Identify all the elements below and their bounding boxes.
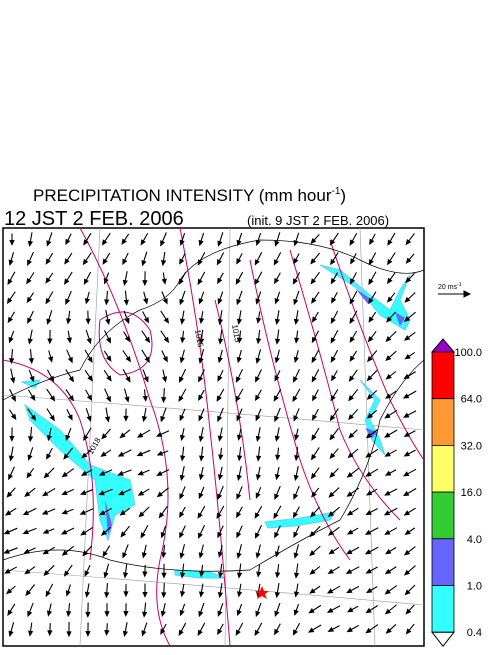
valid-time: 12 JST 2 FEB. 2006 bbox=[4, 208, 184, 230]
colorbar-label: 0.4 bbox=[467, 627, 482, 639]
reference-arrow-head bbox=[464, 291, 470, 297]
init-time: (init. 9 JST 2 FEB. 2006) bbox=[247, 213, 389, 228]
reference-label-superscript: -1 bbox=[457, 282, 462, 288]
title-close: ) bbox=[340, 186, 346, 205]
title: PRECIPITATION INTENSITY (mm hour-1) bbox=[33, 186, 346, 205]
reference-vector bbox=[438, 291, 470, 297]
colorbar-label: 32.0 bbox=[461, 440, 482, 452]
colorbar-segment bbox=[432, 539, 454, 586]
colorbar-top-triangle bbox=[432, 339, 454, 352]
colorbar-label: 4.0 bbox=[467, 534, 482, 546]
colorbar-segment bbox=[432, 492, 454, 539]
colorbar-label: 1.0 bbox=[467, 581, 482, 593]
colorbar-segment bbox=[432, 352, 454, 399]
colorbar-segment bbox=[432, 586, 454, 633]
title-text: PRECIPITATION INTENSITY (mm hour bbox=[33, 186, 332, 205]
colorbar-label: 100.0 bbox=[454, 347, 482, 359]
colorbar-label: 64.0 bbox=[461, 394, 482, 406]
reference-label-text: 20 ms bbox=[438, 284, 458, 291]
colorbar-bottom-triangle bbox=[432, 632, 454, 646]
colorbar-label: 16.0 bbox=[461, 487, 482, 499]
map: 1015 1015 1018 bbox=[3, 228, 424, 646]
reference-vector-label: 20 ms-1 bbox=[438, 282, 462, 291]
colorbar-segment bbox=[432, 445, 454, 492]
colorbar: 100.0 64.0 32.0 16.0 4.0 1.0 0.4 bbox=[432, 339, 482, 646]
colorbar-segment bbox=[432, 399, 454, 446]
